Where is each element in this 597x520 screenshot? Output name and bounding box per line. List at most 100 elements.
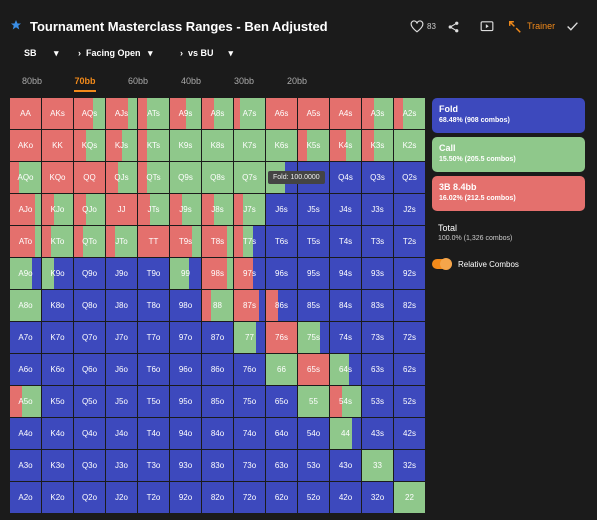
hand-cell[interactable]: AA <box>10 98 41 129</box>
hand-cell[interactable]: K7s <box>234 130 265 161</box>
hand-cell[interactable]: K8s <box>202 130 233 161</box>
hand-cell[interactable]: 53o <box>298 450 329 481</box>
hand-cell[interactable]: 76o <box>234 354 265 385</box>
hand-cell[interactable]: Q8s <box>202 162 233 193</box>
hand-cell[interactable]: TT <box>138 226 169 257</box>
filter-action[interactable]: › Facing Open ▾ <box>78 48 153 58</box>
hand-cell[interactable]: 85s <box>298 290 329 321</box>
hand-cell[interactable]: 94o <box>170 418 201 449</box>
action-box[interactable]: Call 15.50% (205.5 combos) <box>432 137 585 172</box>
stack-tab[interactable]: 30bb <box>233 76 255 86</box>
hand-cell[interactable]: KK <box>42 130 73 161</box>
stack-tab[interactable]: 70bb <box>60 76 110 92</box>
stack-tab[interactable]: 80bb <box>21 76 43 86</box>
hand-cell[interactable]: Q9s <box>170 162 201 193</box>
hand-cell[interactable]: 54o <box>298 418 329 449</box>
hand-cell[interactable]: AJo <box>10 194 41 225</box>
hand-cell[interactable]: Q4o <box>74 418 105 449</box>
hand-cell[interactable]: K7o <box>42 322 73 353</box>
hand-cell[interactable]: K2o <box>42 482 73 513</box>
hand-cell[interactable]: 63o <box>266 450 297 481</box>
hand-cell[interactable]: 64s <box>330 354 361 385</box>
hand-cell[interactable]: A7s <box>234 98 265 129</box>
hand-cell[interactable]: 95s <box>298 258 329 289</box>
hand-cell[interactable]: Q9o <box>74 258 105 289</box>
hand-cell[interactable]: A8s <box>202 98 233 129</box>
hand-cell[interactable]: 32o <box>362 482 393 513</box>
trainer-button[interactable]: Trainer <box>527 21 556 31</box>
stack-tab[interactable]: 20bb <box>286 76 308 86</box>
hand-cell[interactable]: 52s <box>394 386 425 417</box>
hand-cell[interactable]: 84s <box>330 290 361 321</box>
hand-cell[interactable]: Q6o <box>74 354 105 385</box>
stack-tab[interactable]: 40bb <box>180 76 202 86</box>
hand-cell[interactable]: A8o <box>10 290 41 321</box>
hand-cell[interactable]: Q3s <box>362 162 393 193</box>
hand-cell[interactable]: K3o <box>42 450 73 481</box>
hand-cell[interactable]: 22 <box>394 482 425 513</box>
favorite-star[interactable] <box>10 19 22 31</box>
hand-cell[interactable]: T7s <box>234 226 265 257</box>
hand-cell[interactable]: JTo <box>106 226 137 257</box>
hand-cell[interactable]: J9s <box>170 194 201 225</box>
action-box[interactable]: 3B 8.4bb 16.02% (212.5 combos) <box>432 176 585 211</box>
hand-cell[interactable]: 93s <box>362 258 393 289</box>
hand-cell[interactable]: Q2s <box>394 162 425 193</box>
hand-cell[interactable]: JJ <box>106 194 137 225</box>
hand-cell[interactable]: 73o <box>234 450 265 481</box>
hand-cell[interactable]: Q7s <box>234 162 265 193</box>
hand-cell[interactable]: AKs <box>42 98 73 129</box>
hand-cell[interactable]: K9s <box>170 130 201 161</box>
hand-cell[interactable]: J9o <box>106 258 137 289</box>
hand-cell[interactable]: 94s <box>330 258 361 289</box>
hand-cell[interactable]: 75o <box>234 386 265 417</box>
hand-cell[interactable]: T8o <box>138 290 169 321</box>
hand-cell[interactable]: 55 <box>298 386 329 417</box>
hand-cell[interactable]: J3o <box>106 450 137 481</box>
hand-cell[interactable]: J2o <box>106 482 137 513</box>
hand-cell[interactable]: J4s <box>330 194 361 225</box>
filter-position[interactable]: SB ▾ <box>24 48 59 58</box>
hand-cell[interactable]: 82o <box>202 482 233 513</box>
hand-cell[interactable]: A7o <box>10 322 41 353</box>
hand-cell[interactable]: T5o <box>138 386 169 417</box>
hand-cell[interactable]: A4s <box>330 98 361 129</box>
hand-cell[interactable]: K8o <box>42 290 73 321</box>
hand-cell[interactable]: 54s <box>330 386 361 417</box>
hand-cell[interactable]: 52o <box>298 482 329 513</box>
hand-cell[interactable]: AQo <box>10 162 41 193</box>
hand-cell[interactable]: J8s <box>202 194 233 225</box>
hand-cell[interactable]: T9o <box>138 258 169 289</box>
hand-cell[interactable]: QJo <box>74 194 105 225</box>
filter-villain[interactable]: › vs BU ▾ <box>180 48 234 58</box>
hand-cell[interactable]: 64o <box>266 418 297 449</box>
like-button[interactable] <box>410 20 424 33</box>
hand-cell[interactable]: AJs <box>106 98 137 129</box>
hand-cell[interactable]: T3o <box>138 450 169 481</box>
hand-cell[interactable]: 63s <box>362 354 393 385</box>
hand-cell[interactable]: 98o <box>170 290 201 321</box>
hand-cell[interactable]: 95o <box>170 386 201 417</box>
hand-cell[interactable]: 87s <box>234 290 265 321</box>
hand-cell[interactable]: T4o <box>138 418 169 449</box>
hand-cell[interactable]: 74o <box>234 418 265 449</box>
hand-cell[interactable]: Q3o <box>74 450 105 481</box>
hand-cell[interactable]: T3s <box>362 226 393 257</box>
hand-cell[interactable]: T6o <box>138 354 169 385</box>
hand-cell[interactable]: 74s <box>330 322 361 353</box>
hand-cell[interactable]: 92s <box>394 258 425 289</box>
hand-cell[interactable]: T6s <box>266 226 297 257</box>
hand-cell[interactable]: 62o <box>266 482 297 513</box>
hand-cell[interactable]: 72s <box>394 322 425 353</box>
hand-cell[interactable]: J8o <box>106 290 137 321</box>
hand-cell[interactable]: Q8o <box>74 290 105 321</box>
hand-cell[interactable]: 32s <box>394 450 425 481</box>
hand-cell[interactable]: 88 <box>202 290 233 321</box>
hand-cell[interactable]: 98s <box>202 258 233 289</box>
hand-cell[interactable]: T5s <box>298 226 329 257</box>
hand-cell[interactable]: A5o <box>10 386 41 417</box>
hand-cell[interactable]: K3s <box>362 130 393 161</box>
hand-cell[interactable]: T7o <box>138 322 169 353</box>
hand-cell[interactable]: 86s <box>266 290 297 321</box>
hand-cell[interactable]: 97o <box>170 322 201 353</box>
